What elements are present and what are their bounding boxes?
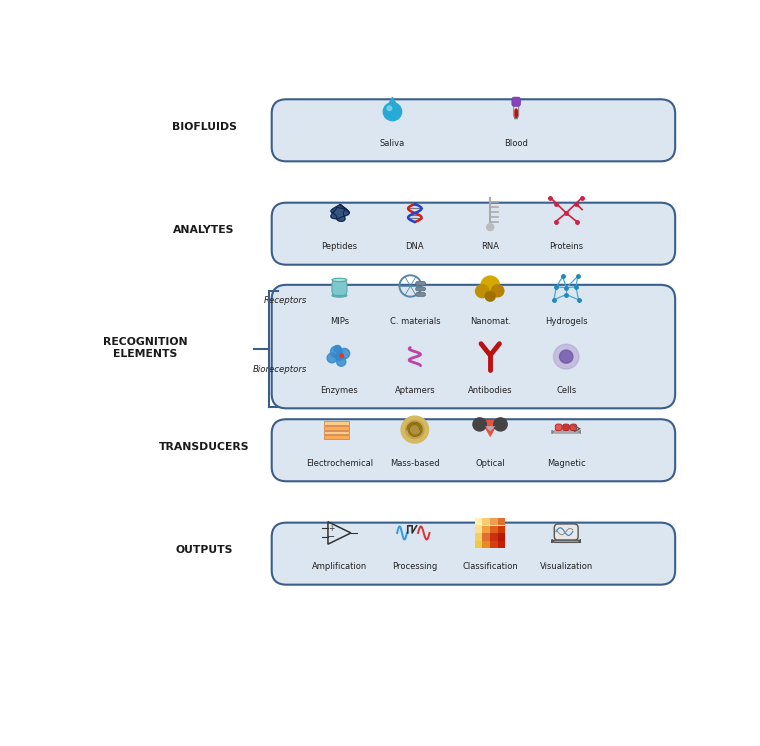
FancyBboxPatch shape — [570, 424, 577, 430]
Polygon shape — [325, 426, 349, 430]
Circle shape — [494, 418, 507, 431]
Text: RNA: RNA — [481, 242, 499, 251]
Text: Proteins: Proteins — [549, 242, 583, 251]
FancyBboxPatch shape — [272, 99, 675, 161]
Text: Receptors: Receptors — [264, 296, 307, 305]
Ellipse shape — [332, 278, 347, 282]
Circle shape — [340, 354, 344, 357]
Text: Enzymes: Enzymes — [321, 386, 358, 395]
FancyBboxPatch shape — [483, 533, 490, 541]
Text: Amplification: Amplification — [312, 562, 367, 571]
Text: Cells: Cells — [556, 386, 576, 395]
Text: Visualization: Visualization — [540, 562, 593, 571]
FancyBboxPatch shape — [512, 97, 521, 107]
Circle shape — [559, 350, 573, 363]
Circle shape — [476, 284, 489, 298]
Text: DNA: DNA — [406, 242, 424, 251]
FancyBboxPatch shape — [490, 526, 498, 533]
FancyBboxPatch shape — [562, 424, 569, 430]
FancyBboxPatch shape — [498, 533, 505, 541]
FancyBboxPatch shape — [552, 430, 581, 434]
Polygon shape — [331, 204, 349, 222]
Text: Peptides: Peptides — [321, 242, 357, 251]
Polygon shape — [325, 421, 349, 425]
Circle shape — [486, 292, 496, 301]
Text: C. materials: C. materials — [390, 317, 440, 326]
FancyBboxPatch shape — [483, 526, 490, 533]
FancyBboxPatch shape — [272, 285, 675, 408]
FancyBboxPatch shape — [475, 533, 482, 541]
Text: OUTPUTS: OUTPUTS — [176, 545, 233, 555]
Circle shape — [327, 353, 337, 363]
Circle shape — [331, 346, 342, 357]
Text: Antibodies: Antibodies — [468, 386, 512, 395]
FancyBboxPatch shape — [483, 518, 490, 525]
Text: BIOFLUIDS: BIOFLUIDS — [172, 122, 236, 132]
Text: Bioreceptors: Bioreceptors — [252, 366, 307, 374]
Polygon shape — [485, 426, 496, 431]
FancyBboxPatch shape — [332, 280, 347, 295]
FancyBboxPatch shape — [552, 539, 581, 543]
Circle shape — [481, 276, 499, 294]
FancyBboxPatch shape — [490, 541, 498, 548]
FancyBboxPatch shape — [498, 518, 505, 525]
Text: Optical: Optical — [475, 459, 505, 468]
Circle shape — [337, 357, 346, 366]
Circle shape — [406, 421, 424, 439]
Circle shape — [486, 224, 494, 231]
Ellipse shape — [332, 294, 347, 297]
Polygon shape — [325, 430, 349, 434]
Text: Mass-based: Mass-based — [390, 459, 439, 468]
FancyBboxPatch shape — [490, 533, 498, 541]
FancyBboxPatch shape — [416, 287, 426, 291]
Circle shape — [383, 103, 401, 121]
FancyBboxPatch shape — [514, 101, 518, 119]
Circle shape — [334, 345, 341, 352]
FancyBboxPatch shape — [272, 523, 675, 585]
Text: Blood: Blood — [504, 139, 528, 148]
Text: ANALYTES: ANALYTES — [173, 225, 235, 235]
FancyBboxPatch shape — [416, 292, 426, 296]
Text: Electrochemical: Electrochemical — [306, 459, 373, 468]
FancyBboxPatch shape — [515, 108, 518, 119]
FancyBboxPatch shape — [475, 541, 482, 548]
FancyBboxPatch shape — [554, 524, 578, 540]
FancyBboxPatch shape — [483, 541, 490, 548]
FancyBboxPatch shape — [556, 424, 562, 430]
Circle shape — [492, 285, 504, 297]
Polygon shape — [385, 97, 400, 111]
Text: TRANSDUCERS: TRANSDUCERS — [159, 442, 249, 452]
Polygon shape — [480, 420, 500, 437]
Text: Magnetic: Magnetic — [547, 459, 585, 468]
Text: Processing: Processing — [392, 562, 438, 571]
Circle shape — [553, 344, 579, 369]
FancyBboxPatch shape — [498, 541, 505, 548]
Text: Nanomat.: Nanomat. — [470, 317, 511, 326]
Circle shape — [339, 348, 350, 359]
FancyBboxPatch shape — [272, 419, 675, 481]
Text: −: − — [328, 532, 336, 542]
FancyBboxPatch shape — [272, 203, 675, 265]
Circle shape — [473, 418, 486, 431]
Text: RECOGNITION
ELEMENTS: RECOGNITION ELEMENTS — [103, 337, 188, 359]
Text: MIPs: MIPs — [330, 317, 349, 326]
FancyBboxPatch shape — [490, 518, 498, 525]
Text: Classification: Classification — [462, 562, 518, 571]
Circle shape — [387, 106, 391, 110]
Polygon shape — [325, 435, 349, 439]
FancyBboxPatch shape — [416, 281, 426, 285]
Text: Saliva: Saliva — [380, 139, 405, 148]
FancyBboxPatch shape — [475, 518, 482, 525]
Circle shape — [336, 353, 344, 360]
Text: +: + — [328, 524, 334, 533]
Text: Aptamers: Aptamers — [394, 386, 435, 395]
Text: Hydrogels: Hydrogels — [545, 317, 587, 326]
FancyBboxPatch shape — [498, 526, 505, 533]
Circle shape — [410, 425, 420, 434]
FancyBboxPatch shape — [475, 526, 482, 533]
Circle shape — [401, 416, 429, 443]
